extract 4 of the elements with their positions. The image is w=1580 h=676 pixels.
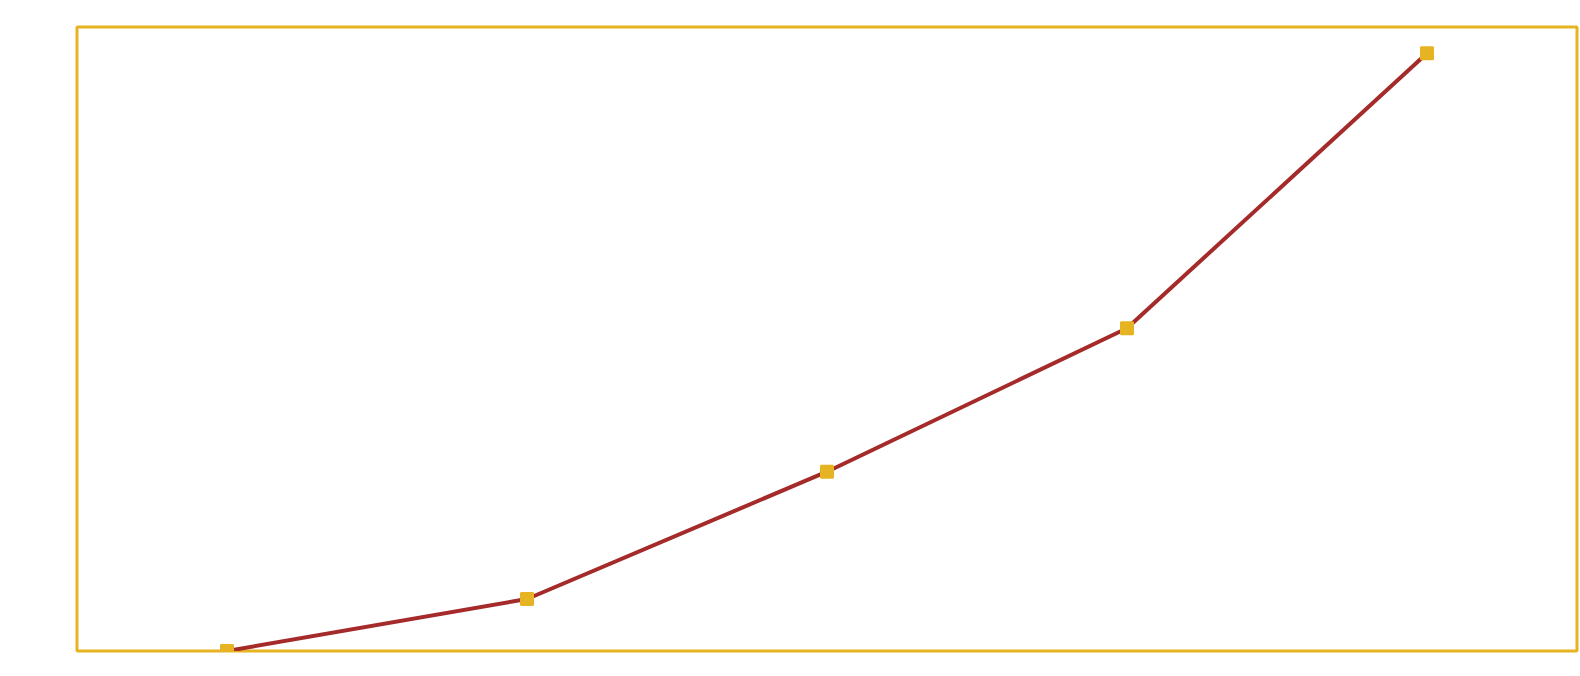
point xyxy=(520,592,534,606)
point xyxy=(1120,321,1134,336)
point xyxy=(820,464,834,479)
point xyxy=(1420,46,1434,61)
